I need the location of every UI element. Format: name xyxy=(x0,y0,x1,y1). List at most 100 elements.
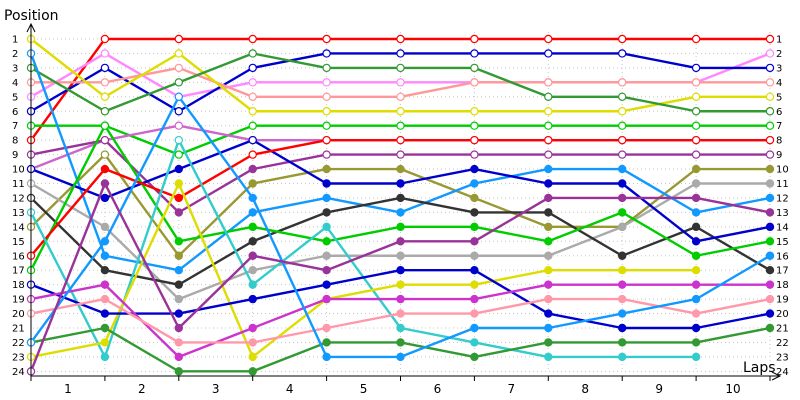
data-point xyxy=(470,49,479,58)
data-point xyxy=(174,179,183,188)
data-point xyxy=(174,107,183,116)
data-point xyxy=(618,164,627,174)
data-point xyxy=(322,49,331,58)
data-point xyxy=(174,208,183,217)
data-point xyxy=(618,49,627,58)
data-point xyxy=(691,193,701,203)
data-point xyxy=(248,121,257,130)
y-tick-label: 8 xyxy=(12,136,18,147)
data-point xyxy=(396,49,405,58)
data-point xyxy=(544,222,553,232)
y-tick-label-right: 15 xyxy=(776,237,789,248)
data-point xyxy=(691,179,701,188)
series-line xyxy=(29,138,697,359)
data-point xyxy=(322,208,331,217)
data-point xyxy=(100,135,110,145)
data-point xyxy=(618,34,627,44)
data-point xyxy=(470,193,479,203)
data-point xyxy=(544,208,553,217)
data-point xyxy=(322,150,331,159)
data-point xyxy=(765,193,775,203)
data-point xyxy=(691,164,701,174)
data-point xyxy=(248,49,257,58)
series-6-markers xyxy=(26,49,775,116)
data-point xyxy=(544,338,553,347)
data-point xyxy=(248,338,257,347)
data-point xyxy=(100,92,110,102)
data-point xyxy=(470,352,479,362)
data-point xyxy=(100,107,110,116)
data-point xyxy=(470,294,479,304)
data-point xyxy=(470,164,479,174)
data-point xyxy=(174,49,183,58)
data-point xyxy=(396,179,405,188)
y-tick-label-right: 6 xyxy=(776,107,782,118)
data-point xyxy=(544,251,553,260)
data-point xyxy=(100,280,110,289)
data-point xyxy=(691,280,701,289)
data-point xyxy=(174,352,183,362)
data-point xyxy=(396,78,405,87)
y-tick-label-right: 7 xyxy=(776,121,782,132)
series-17 xyxy=(29,138,697,359)
data-point xyxy=(691,135,701,145)
data-point xyxy=(174,309,183,318)
data-point xyxy=(396,222,405,232)
data-point xyxy=(322,237,331,246)
data-point xyxy=(618,294,627,304)
data-point xyxy=(470,150,479,159)
data-point xyxy=(322,63,331,73)
data-point xyxy=(396,352,405,362)
series-18 xyxy=(30,182,697,359)
data-point xyxy=(174,164,183,174)
data-point xyxy=(765,63,775,73)
data-point xyxy=(691,237,701,246)
x-tick-label: 7 xyxy=(508,382,516,396)
y-tick-label-right: 5 xyxy=(776,92,782,103)
data-point xyxy=(322,107,331,116)
y-tick-label: 23 xyxy=(12,352,25,363)
data-point xyxy=(248,323,257,333)
data-point xyxy=(100,352,110,362)
series-layer xyxy=(26,34,775,376)
y-tick-label-right: 14 xyxy=(776,222,789,233)
data-point xyxy=(396,323,405,333)
data-point xyxy=(470,266,479,275)
data-point xyxy=(174,78,183,87)
data-point xyxy=(544,164,553,174)
data-point xyxy=(765,121,775,130)
data-point xyxy=(248,150,257,159)
data-point xyxy=(691,266,701,275)
data-point xyxy=(174,266,183,275)
y-tick-label: 7 xyxy=(12,121,18,132)
data-point xyxy=(544,49,553,58)
x-tick-label: 5 xyxy=(360,382,368,396)
data-point xyxy=(322,338,331,347)
y-tick-label-right: 8 xyxy=(776,136,782,147)
data-point xyxy=(100,309,110,318)
y-tick-label: 16 xyxy=(12,251,25,262)
data-point xyxy=(765,294,775,304)
data-point xyxy=(396,338,405,347)
data-point xyxy=(322,352,331,362)
data-point xyxy=(618,135,627,145)
y-tick-label-right: 11 xyxy=(776,179,789,190)
data-point xyxy=(470,280,479,289)
series-16-markers xyxy=(26,135,775,260)
data-point xyxy=(174,294,183,304)
series-17-markers xyxy=(26,135,701,362)
data-point xyxy=(396,135,405,145)
axes: Position Laps xyxy=(4,8,782,381)
data-point xyxy=(100,338,110,347)
data-point xyxy=(470,107,479,116)
data-point xyxy=(765,49,775,58)
series-line xyxy=(30,182,697,359)
y-tick-label-right: 22 xyxy=(776,338,789,349)
data-point xyxy=(618,193,627,203)
data-point xyxy=(100,179,110,188)
data-point xyxy=(100,266,110,275)
y-tick-label-right: 13 xyxy=(776,208,789,219)
y-tick-label: 9 xyxy=(12,150,18,161)
